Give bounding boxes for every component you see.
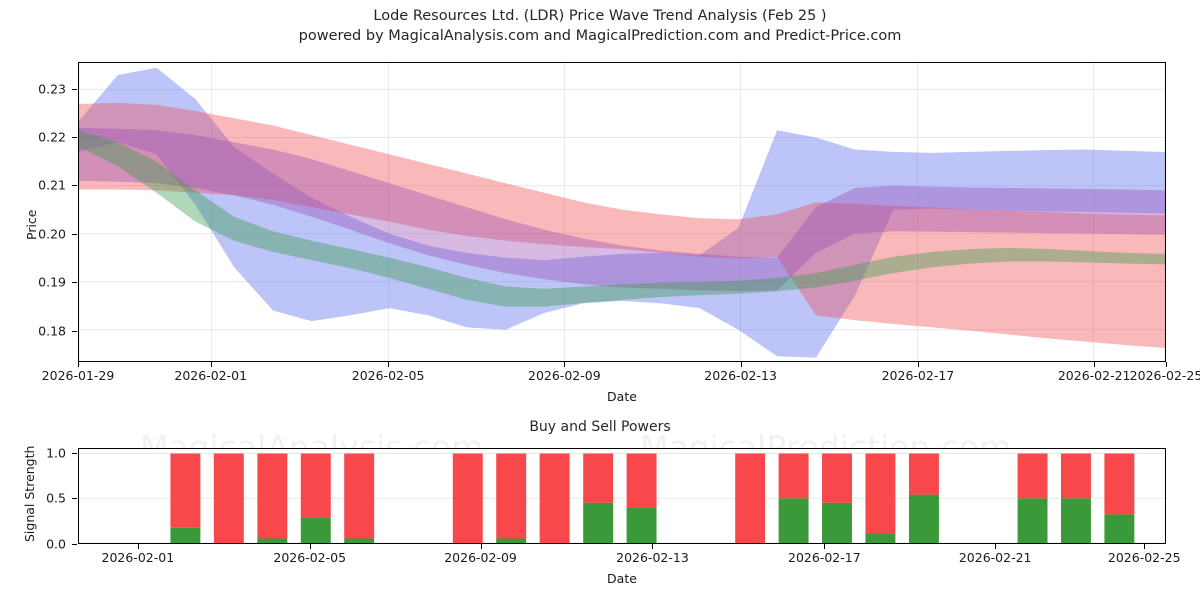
title-block: Lode Resources Ltd. (LDR) Price Wave Tre… xyxy=(0,6,1200,46)
price-x-tickmark xyxy=(210,362,212,367)
signal-chart-plot-area xyxy=(78,448,1166,544)
price-x-tick: 2026-02-09 xyxy=(528,368,601,383)
page-title: Lode Resources Ltd. (LDR) Price Wave Tre… xyxy=(373,8,827,24)
signal-x-tickmark xyxy=(309,544,311,549)
price-y-tickmark xyxy=(72,282,77,284)
price-x-axis-label: Date xyxy=(607,389,637,404)
price-y-tick: 0.23 xyxy=(38,81,66,97)
price-x-tick: 2026-02-17 xyxy=(881,368,955,383)
price-chart-svg xyxy=(79,63,1165,361)
signal-x-tick: 2026-02-09 xyxy=(444,550,517,565)
signal-y-tickmark xyxy=(72,452,77,454)
signal-y-axis-label: Signal Strength xyxy=(22,445,37,542)
price-y-tick: 0.18 xyxy=(38,323,66,339)
signal-x-tick: 2026-02-05 xyxy=(273,550,347,565)
price-x-tick: 2026-01-29 xyxy=(41,368,115,383)
page-subtitle: powered by MagicalAnalysis.com and Magic… xyxy=(298,28,902,44)
signal-x-tick: 2026-02-17 xyxy=(788,550,861,565)
price-y-tickmark xyxy=(72,330,77,332)
signal-x-axis-label: Date xyxy=(607,571,637,586)
price-y-tick: 0.19 xyxy=(38,274,66,290)
price-x-tickmark xyxy=(917,362,919,367)
price-chart-plot-area xyxy=(78,62,1166,362)
signal-x-tick: 2026-02-21 xyxy=(958,550,1032,565)
signal-x-tickmark xyxy=(137,544,139,549)
price-x-tickmark xyxy=(740,362,742,367)
price-y-tickmark xyxy=(72,137,77,138)
price-y-tickmark xyxy=(72,185,77,187)
price-x-tick: 2026-02-05 xyxy=(351,368,425,383)
price-y-tickmark xyxy=(72,88,77,90)
price-y-axis-label: Price xyxy=(24,209,39,241)
signal-y-tick: 0.5 xyxy=(46,490,66,506)
price-x-tick: 2026-02-01 xyxy=(174,368,248,383)
signal-x-tickmark xyxy=(824,544,826,549)
signal-x-tickmark xyxy=(480,544,482,549)
signal-chart-title: Buy and Sell Powers xyxy=(529,419,671,435)
signal-y-tickmark xyxy=(72,498,77,500)
price-x-tickmark xyxy=(1166,362,1167,367)
price-y-tickmark xyxy=(72,233,77,235)
price-y-tick: 0.21 xyxy=(38,177,66,193)
price-x-tickmark xyxy=(1094,362,1096,367)
signal-x-tick: 2026-02-01 xyxy=(101,550,175,565)
signal-y-tickmark xyxy=(72,544,77,545)
signal-chart-svg xyxy=(79,453,1165,543)
signal-x-tick: 2026-02-13 xyxy=(616,550,689,565)
price-x-tick: 2026-02-21 xyxy=(1057,368,1131,383)
signal-x-tickmark xyxy=(995,544,997,549)
price-x-tickmark xyxy=(78,362,79,367)
price-y-tick: 0.22 xyxy=(38,129,66,145)
price-x-tickmark xyxy=(388,362,390,367)
price-x-tick: 2026-02-25 xyxy=(1129,368,1200,383)
price-x-tick: 2026-02-13 xyxy=(704,368,777,383)
price-x-tickmark xyxy=(564,362,566,367)
signal-x-tickmark xyxy=(652,544,654,549)
signal-x-tickmark xyxy=(1144,544,1146,549)
price-y-tick: 0.20 xyxy=(38,226,66,242)
signal-y-tick: 1.0 xyxy=(46,445,66,461)
signal-x-tick: 2026-02-25 xyxy=(1107,550,1181,565)
signal-y-tick: 0.0 xyxy=(46,536,66,552)
